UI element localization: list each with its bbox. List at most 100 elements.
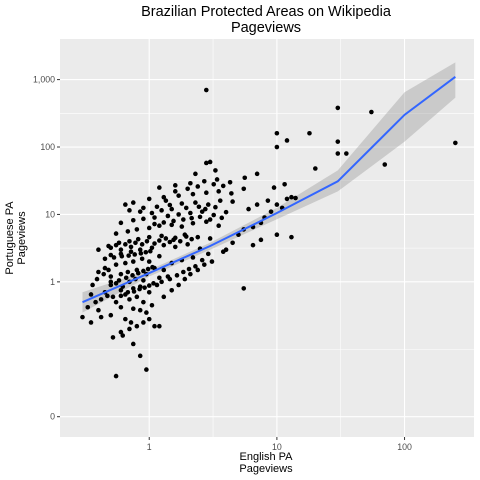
data-point bbox=[152, 215, 157, 220]
data-point bbox=[113, 231, 119, 236]
data-point bbox=[98, 297, 104, 302]
data-point bbox=[174, 273, 180, 278]
data-point bbox=[85, 304, 91, 310]
data-point bbox=[102, 265, 108, 271]
x-tick-label: 1 bbox=[147, 442, 152, 452]
data-point bbox=[137, 307, 143, 313]
data-point bbox=[179, 201, 185, 206]
data-point bbox=[150, 264, 155, 270]
data-point bbox=[216, 223, 221, 229]
data-point bbox=[268, 209, 274, 214]
data-point bbox=[80, 314, 85, 320]
data-point bbox=[382, 162, 388, 167]
data-point bbox=[110, 335, 116, 340]
data-point bbox=[172, 235, 178, 241]
data-point bbox=[125, 269, 131, 275]
data-point bbox=[181, 269, 186, 275]
data-point bbox=[213, 168, 218, 173]
data-point bbox=[118, 293, 124, 299]
data-point bbox=[159, 208, 164, 213]
data-point bbox=[189, 215, 194, 221]
data-point bbox=[193, 264, 198, 269]
data-point bbox=[199, 209, 205, 214]
data-point bbox=[284, 196, 290, 202]
data-point bbox=[246, 206, 251, 212]
data-point bbox=[119, 253, 125, 259]
data-point bbox=[171, 218, 176, 224]
data-point bbox=[139, 256, 145, 262]
data-point bbox=[172, 244, 178, 250]
data-point bbox=[335, 151, 341, 156]
data-point bbox=[152, 221, 157, 227]
data-point bbox=[369, 109, 374, 115]
data-point bbox=[265, 198, 271, 203]
data-point bbox=[123, 275, 129, 281]
data-point bbox=[127, 326, 132, 332]
data-point bbox=[127, 297, 132, 302]
data-point bbox=[113, 242, 119, 248]
data-point bbox=[148, 248, 153, 254]
data-point bbox=[151, 281, 156, 286]
data-point bbox=[145, 266, 151, 272]
y-tick-label: 0 bbox=[50, 412, 55, 422]
data-point bbox=[141, 320, 146, 325]
data-point bbox=[141, 268, 146, 274]
data-point bbox=[176, 282, 181, 288]
data-point bbox=[205, 251, 211, 257]
data-point bbox=[110, 294, 116, 300]
x-axis-title-line-2: Pageviews bbox=[239, 463, 293, 475]
data-point bbox=[196, 204, 202, 210]
data-point bbox=[258, 237, 264, 243]
data-point bbox=[165, 213, 171, 219]
data-point bbox=[154, 282, 160, 288]
data-point bbox=[220, 183, 226, 189]
data-point bbox=[161, 220, 167, 225]
data-point bbox=[157, 253, 162, 259]
data-point bbox=[211, 212, 217, 218]
data-point bbox=[453, 140, 458, 146]
data-point bbox=[131, 289, 137, 294]
data-point bbox=[137, 286, 142, 292]
data-point bbox=[141, 205, 146, 211]
data-point bbox=[138, 251, 144, 256]
data-point bbox=[161, 194, 167, 200]
data-point bbox=[186, 266, 192, 272]
data-point bbox=[128, 249, 134, 255]
data-point bbox=[123, 260, 128, 266]
data-point bbox=[93, 299, 98, 305]
data-point bbox=[227, 179, 233, 185]
data-point bbox=[230, 199, 235, 204]
data-point bbox=[204, 190, 209, 196]
data-point bbox=[213, 204, 218, 210]
data-point bbox=[113, 299, 119, 305]
data-point bbox=[181, 217, 186, 222]
data-point bbox=[157, 275, 162, 281]
data-point bbox=[113, 262, 119, 267]
y-tick-label: 10 bbox=[45, 209, 55, 219]
data-point bbox=[159, 233, 164, 239]
data-point bbox=[219, 215, 225, 221]
data-point bbox=[211, 181, 217, 187]
data-point bbox=[152, 323, 157, 329]
data-point bbox=[167, 276, 173, 282]
data-point bbox=[229, 191, 234, 196]
data-point bbox=[188, 210, 193, 216]
data-point bbox=[183, 234, 189, 239]
data-point bbox=[134, 294, 140, 300]
data-point bbox=[207, 236, 213, 241]
data-point bbox=[220, 249, 226, 255]
data-point bbox=[201, 262, 207, 267]
data-point bbox=[146, 196, 152, 202]
data-point bbox=[98, 314, 104, 320]
data-point bbox=[204, 160, 209, 166]
data-point bbox=[250, 242, 256, 248]
data-point bbox=[108, 312, 114, 318]
data-point bbox=[188, 180, 193, 186]
data-point bbox=[289, 234, 294, 240]
data-point bbox=[127, 208, 132, 213]
data-point bbox=[128, 320, 134, 325]
data-point bbox=[177, 238, 183, 244]
data-point bbox=[230, 240, 235, 246]
data-point bbox=[125, 229, 131, 234]
data-point bbox=[108, 274, 114, 279]
